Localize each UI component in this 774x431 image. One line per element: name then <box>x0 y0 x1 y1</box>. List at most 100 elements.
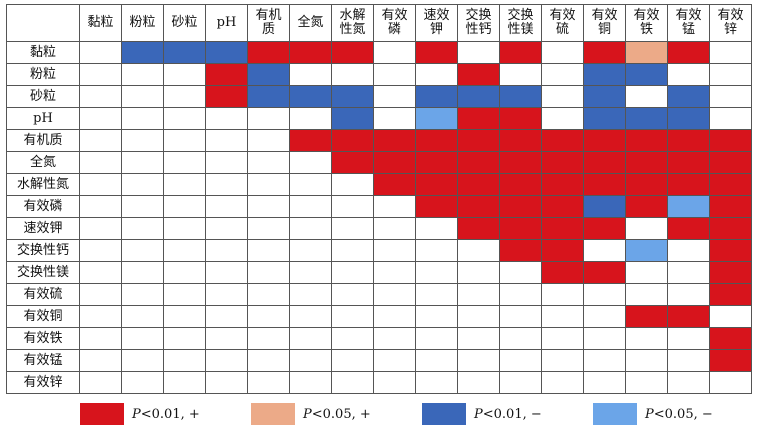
row-header: 黏粒 <box>6 41 80 64</box>
heatmap-cell <box>247 327 290 350</box>
heatmap-cell <box>163 63 206 86</box>
heatmap-cell <box>79 327 122 350</box>
heatmap-cell <box>163 261 206 284</box>
heatmap-cell <box>79 151 122 174</box>
heatmap-cell <box>289 349 332 372</box>
heatmap-cell <box>457 217 500 240</box>
column-header: 有效铁 <box>625 4 668 42</box>
heatmap-cell <box>625 85 668 108</box>
heatmap-cell <box>331 283 374 306</box>
heatmap-cell <box>331 107 374 130</box>
heatmap-cell <box>709 305 752 328</box>
heatmap-cell <box>667 327 710 350</box>
heatmap-cell <box>667 349 710 372</box>
heatmap-cell <box>79 173 122 196</box>
legend-swatch-p001-negative <box>422 403 466 425</box>
heatmap-cell <box>331 327 374 350</box>
heatmap-cell <box>289 239 332 262</box>
heatmap-cell <box>541 327 584 350</box>
heatmap-cell <box>415 261 458 284</box>
heatmap-cell <box>79 371 122 394</box>
heatmap-cell <box>289 305 332 328</box>
heatmap-cell <box>331 129 374 152</box>
heatmap-cell <box>583 305 626 328</box>
heatmap-cell <box>163 129 206 152</box>
heatmap-cell <box>625 41 668 64</box>
heatmap-cell <box>205 283 248 306</box>
heatmap-cell <box>457 129 500 152</box>
heatmap-cell <box>415 327 458 350</box>
row-header: 粉粒 <box>6 63 80 86</box>
column-header: 粉粒 <box>121 4 164 42</box>
column-header: 有机质 <box>247 4 290 42</box>
heatmap-cell <box>289 129 332 152</box>
heatmap-cell <box>541 371 584 394</box>
heatmap-cell <box>79 63 122 86</box>
heatmap-cell <box>457 283 500 306</box>
heatmap-cell <box>415 305 458 328</box>
heatmap-cell <box>121 85 164 108</box>
heatmap-cell <box>625 327 668 350</box>
table-row: 水解性氮 <box>6 173 752 196</box>
heatmap-cell <box>289 195 332 218</box>
heatmap-cell <box>373 305 416 328</box>
heatmap-cell <box>415 129 458 152</box>
heatmap-cell <box>79 283 122 306</box>
heatmap-cell <box>289 371 332 394</box>
heatmap-cell <box>625 217 668 240</box>
heatmap-cell <box>499 195 542 218</box>
heatmap-cell <box>415 239 458 262</box>
heatmap-cell <box>709 217 752 240</box>
heatmap-cell <box>667 283 710 306</box>
heatmap-cell <box>247 129 290 152</box>
heatmap-cell <box>415 283 458 306</box>
heatmap-cell <box>121 283 164 306</box>
row-header: 砂粒 <box>6 85 80 108</box>
table-row: 全氮 <box>6 151 752 174</box>
heatmap-cell <box>373 327 416 350</box>
heatmap-cell <box>709 129 752 152</box>
heatmap-cell <box>79 85 122 108</box>
heatmap-cell <box>499 239 542 262</box>
heatmap-cell <box>289 85 332 108</box>
heatmap-cell <box>289 217 332 240</box>
legend: P<0.01, + P<0.05, + P<0.01, − P<0.05, − <box>0 402 774 426</box>
heatmap-cell <box>121 151 164 174</box>
heatmap-cell <box>709 349 752 372</box>
heatmap-cell <box>79 41 122 64</box>
correlation-heatmap-table: 黏粒 粉粒 砂粒 pH 有机质全氮 水解 性氮 有效磷速效钾交换 性钙 交换 性镁 有效硫有效铜有效铁… <box>6 4 752 394</box>
heatmap-cell <box>373 217 416 240</box>
row-header: 交换性钙 <box>6 239 80 262</box>
heatmap-cell <box>541 85 584 108</box>
table-row: 黏粒 <box>6 41 752 64</box>
heatmap-cell <box>289 173 332 196</box>
heatmap-cell <box>79 195 122 218</box>
heatmap-cell <box>667 151 710 174</box>
heatmap-cell <box>667 261 710 284</box>
heatmap-cell <box>625 107 668 130</box>
heatmap-cell <box>331 305 374 328</box>
column-header: 砂粒 <box>163 4 206 42</box>
heatmap-cell <box>205 239 248 262</box>
heatmap-cell <box>373 173 416 196</box>
legend-swatch-p005-positive <box>251 403 295 425</box>
heatmap-cell <box>79 305 122 328</box>
heatmap-cell <box>583 371 626 394</box>
heatmap-cell <box>625 305 668 328</box>
heatmap-cell <box>709 371 752 394</box>
heatmap-cell <box>583 327 626 350</box>
heatmap-cell <box>163 371 206 394</box>
heatmap-cell <box>625 195 668 218</box>
heatmap-cell <box>499 41 542 64</box>
table-row: 交换性镁 <box>6 261 752 284</box>
heatmap-cell <box>79 261 122 284</box>
row-header: 有效磷 <box>6 195 80 218</box>
heatmap-cell <box>709 41 752 64</box>
heatmap-cell <box>247 217 290 240</box>
heatmap-cell <box>457 261 500 284</box>
legend-item-p005-negative: P<0.05, − <box>593 402 713 426</box>
column-header: 有效磷 <box>373 4 416 42</box>
heatmap-cell <box>121 217 164 240</box>
heatmap-cell <box>583 41 626 64</box>
heatmap-cell <box>541 41 584 64</box>
